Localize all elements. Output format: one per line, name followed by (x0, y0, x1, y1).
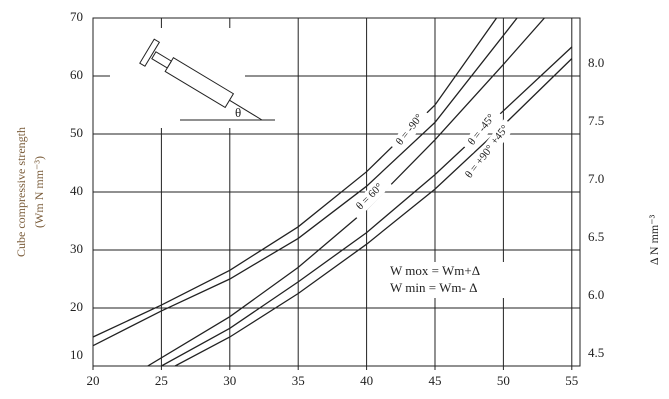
inset-hammer: θ (110, 28, 275, 128)
y-axis-label: (Wm N mm⁻³) (32, 156, 46, 228)
y-tick-label: 10 (70, 347, 83, 362)
y-axis-label: Cube compressive strength (14, 127, 28, 257)
y2-tick-label: 7.5 (588, 113, 604, 128)
x-tick-label: 40 (360, 373, 373, 388)
plot-frame (92, 17, 581, 367)
x-tick-label: 25 (155, 373, 168, 388)
label-bg (348, 175, 392, 219)
curve (93, 18, 518, 347)
y2-tick-label: 4.5 (588, 345, 604, 360)
y2-tick-label: 6.5 (588, 229, 604, 244)
label-bg (459, 138, 501, 186)
x-tick-label: 30 (223, 373, 236, 388)
annotation: W min = Wm- Δ (390, 280, 477, 295)
y-tick-label: 70 (70, 9, 83, 24)
x-tick-label: 50 (497, 373, 510, 388)
y2-axis-label: Δ N mm⁻³ (647, 214, 661, 265)
y2-tick-label: 6.0 (588, 287, 604, 302)
series-label: θ = -90° (394, 112, 426, 148)
x-tick-label: 45 (428, 373, 441, 388)
y2-tick-label: 7.0 (588, 171, 604, 186)
y-tick-label: 20 (70, 299, 83, 314)
x-tick-label: 20 (87, 373, 100, 388)
curve (161, 46, 573, 366)
label-bg (389, 106, 431, 154)
y-tick-label: 30 (70, 241, 83, 256)
y2-tick-label: 8.0 (588, 55, 604, 70)
y-tick-label: 50 (70, 125, 83, 140)
annotation-box (385, 262, 515, 298)
series-label: θ = 60° (354, 181, 385, 212)
x-tick-label: 35 (292, 373, 305, 388)
x-tick-label: 55 (565, 373, 578, 388)
inset-angle-label: θ (235, 105, 241, 120)
y-tick-label: 60 (70, 67, 83, 82)
y-tick-label: 40 (70, 183, 83, 198)
annotation: W mox = Wm+Δ (390, 263, 480, 278)
label-bg (461, 106, 503, 154)
curve (93, 18, 498, 338)
